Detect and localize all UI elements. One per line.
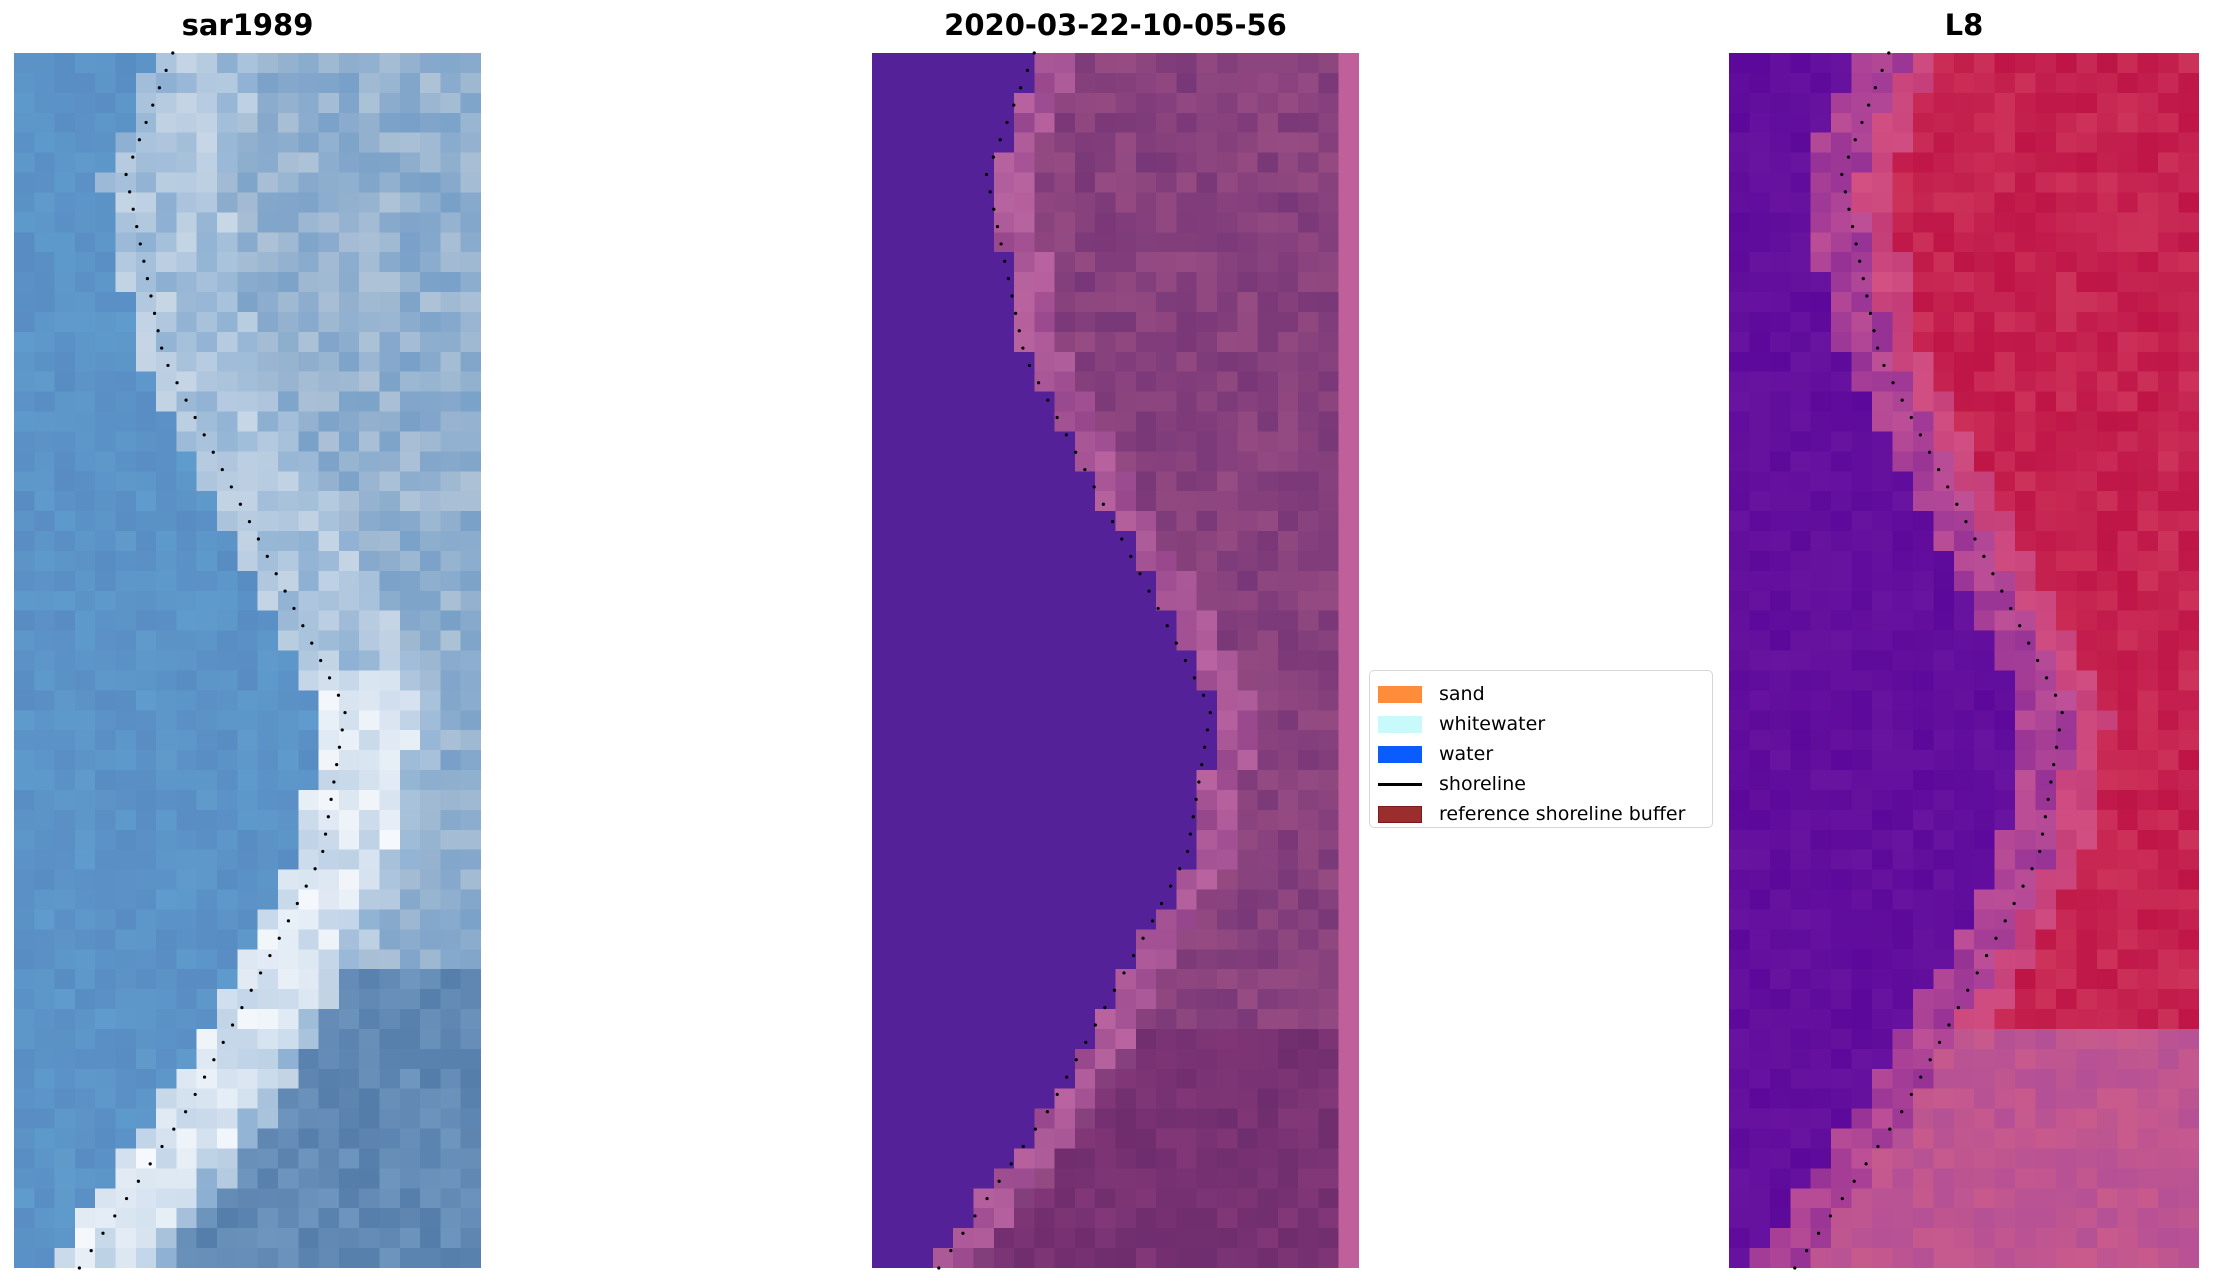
panel-title-date: 2020-03-22-10-05-56 [944, 8, 1287, 42]
whitewater-swatch [1378, 715, 1422, 733]
legend-item-sand: sand [1378, 679, 1704, 709]
shoreline-line-icon [1378, 782, 1422, 786]
legend-label: shoreline [1439, 773, 1526, 795]
legend-label: reference shoreline buffer [1439, 803, 1686, 825]
classified-image [872, 53, 1359, 1268]
sand-swatch [1378, 685, 1422, 703]
panel-title-sar1989: sar1989 [181, 8, 314, 42]
l8-image [1729, 53, 2199, 1268]
legend: sand whitewater water shoreline referenc… [1369, 670, 1713, 828]
buffer-swatch [1378, 805, 1422, 823]
legend-item-whitewater: whitewater [1378, 709, 1704, 739]
legend-item-shoreline: shoreline [1378, 769, 1704, 799]
panel-title-l8: L8 [1944, 8, 1984, 42]
water-swatch [1378, 745, 1422, 763]
legend-label: sand [1439, 683, 1485, 705]
legend-label: water [1439, 743, 1494, 765]
sar1989-image [14, 53, 481, 1268]
legend-item-buffer: reference shoreline buffer [1378, 799, 1704, 829]
legend-item-water: water [1378, 739, 1704, 769]
legend-label: whitewater [1439, 713, 1546, 735]
